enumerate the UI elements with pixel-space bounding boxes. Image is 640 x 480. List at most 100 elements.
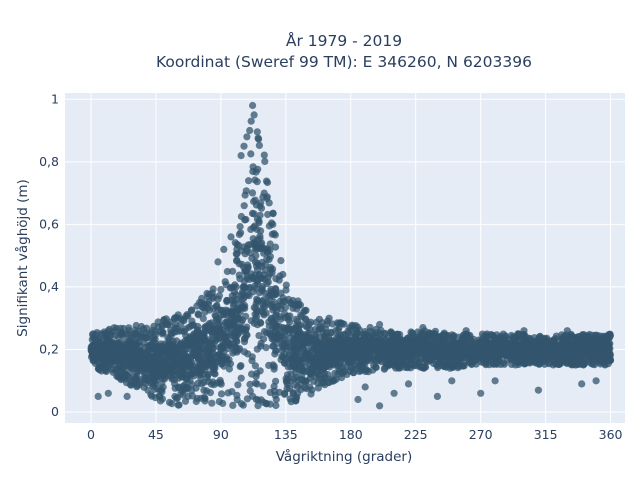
data-point: [428, 345, 436, 354]
data-point: [313, 352, 321, 360]
data-point: [184, 384, 192, 392]
data-point: [118, 329, 126, 337]
data-point: [96, 363, 104, 372]
data-point: [244, 241, 252, 249]
data-point: [214, 258, 222, 266]
data-point: [298, 313, 306, 321]
x-axis-label: Vågriktning (grader): [276, 448, 413, 465]
data-point: [373, 343, 381, 351]
data-point: [402, 351, 410, 360]
data-point: [171, 321, 180, 329]
data-point: [278, 352, 286, 360]
data-point: [335, 364, 343, 372]
data-point: [210, 369, 218, 377]
data-point: [419, 324, 427, 332]
data-point: [267, 266, 275, 274]
data-point: [230, 323, 238, 331]
data-point: [257, 227, 265, 235]
data-point: [346, 339, 355, 347]
data-point: [259, 297, 267, 305]
data-point: [331, 354, 340, 362]
data-point: [306, 369, 314, 377]
data-point: [321, 337, 329, 345]
x-tick-label: 360: [599, 427, 623, 442]
data-point: [542, 338, 550, 347]
data-point: [198, 294, 206, 302]
data-point: [129, 377, 137, 385]
data-point: [275, 388, 283, 396]
data-point: [252, 201, 260, 209]
data-point: [387, 329, 395, 337]
data-point: [550, 347, 558, 356]
data-point: [430, 332, 438, 340]
data-point: [400, 359, 408, 367]
data-point: [151, 394, 160, 402]
data-point: [568, 343, 576, 351]
data-point: [285, 384, 294, 392]
data-point: [237, 400, 246, 408]
data-point: [433, 361, 441, 369]
data-point: [284, 312, 292, 320]
data-point: [220, 245, 228, 253]
data-point: [140, 349, 148, 357]
data-point: [244, 263, 252, 271]
data-point: [335, 320, 343, 328]
data-point: [440, 357, 448, 365]
data-point: [303, 323, 311, 331]
data-point: [354, 344, 362, 353]
data-point: [573, 344, 582, 352]
data-point: [321, 381, 329, 389]
data-point: [240, 142, 248, 150]
data-point: [419, 330, 427, 338]
data-point: [452, 343, 460, 351]
data-point: [254, 396, 262, 404]
data-point: [207, 327, 215, 335]
data-point: [122, 352, 130, 360]
data-point: [110, 347, 118, 355]
data-point: [477, 339, 485, 347]
data-point: [502, 349, 510, 357]
data-point: [480, 332, 488, 340]
data-point: [322, 329, 330, 337]
data-point: [103, 344, 111, 352]
data-point: [348, 364, 356, 372]
data-point: [247, 150, 255, 158]
data-point: [140, 383, 148, 391]
data-point: [252, 304, 260, 312]
data-point: [302, 337, 310, 345]
x-tick-label: 90: [213, 427, 229, 442]
data-point: [250, 210, 258, 218]
x-tick-label: 315: [534, 427, 558, 442]
data-point: [584, 349, 592, 357]
data-point: [187, 307, 195, 315]
data-point: [245, 177, 253, 185]
data-point: [97, 351, 105, 359]
data-point: [369, 329, 377, 337]
data-point: [250, 275, 258, 283]
data-point: [287, 299, 295, 307]
data-point: [362, 366, 370, 374]
data-point: [462, 327, 470, 335]
data-point: [460, 333, 468, 342]
data-point: [254, 165, 262, 173]
data-point: [257, 204, 266, 212]
data-point: [596, 338, 604, 346]
data-point: [137, 367, 145, 375]
data-point: [268, 335, 276, 343]
data-point: [242, 326, 250, 334]
data-point: [381, 329, 389, 337]
data-point: [104, 389, 112, 397]
data-point: [194, 311, 203, 319]
data-point: [270, 362, 278, 370]
data-point: [488, 332, 497, 340]
data-point: [242, 215, 250, 224]
data-point: [332, 327, 340, 335]
data-point: [168, 361, 176, 369]
data-point: [422, 341, 430, 349]
data-point: [369, 366, 377, 374]
y-tick-label: 0,8: [39, 154, 59, 169]
data-point: [144, 377, 152, 385]
data-point: [361, 383, 369, 391]
x-tick-label: 135: [274, 427, 298, 442]
